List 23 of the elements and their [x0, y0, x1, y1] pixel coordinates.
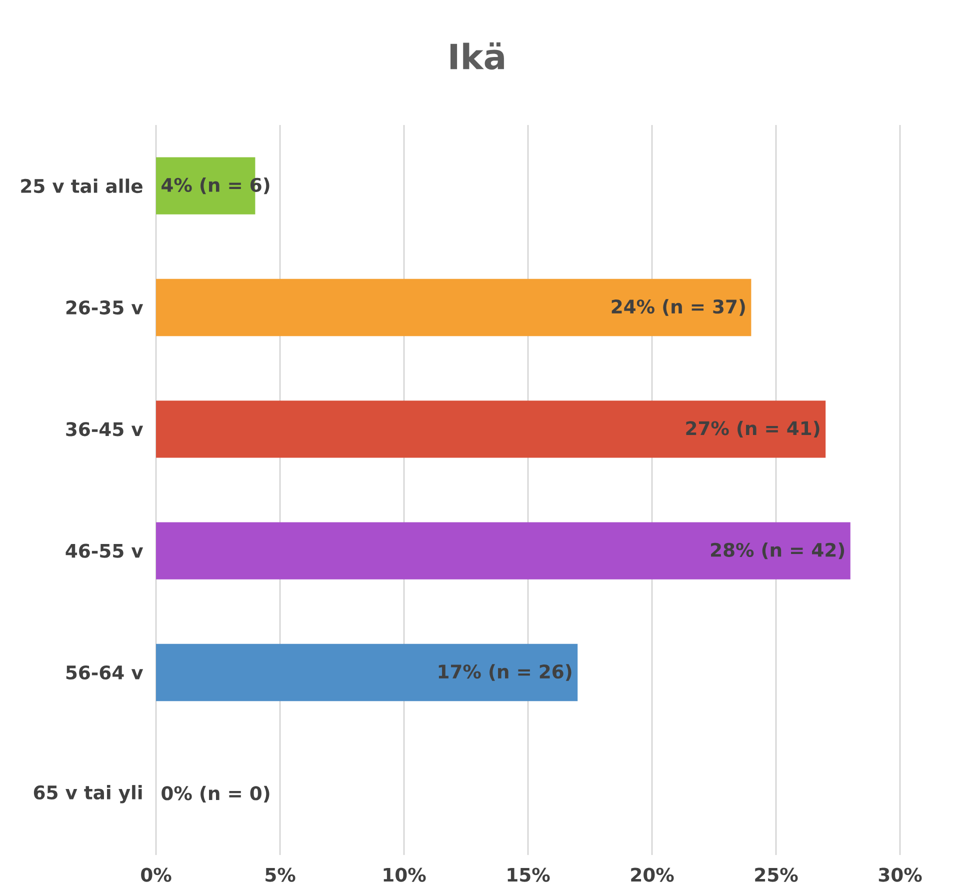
x-tick-label: 5% [266, 868, 296, 882]
y-tick-label: 65 v tai yli [34, 785, 142, 804]
y-tick-label: 26-35 v [66, 300, 144, 315]
x-tick-label: 30% [878, 868, 922, 882]
x-tick-label: 10% [384, 868, 426, 882]
x-tick-label: 15% [508, 868, 550, 882]
y-tick-label: 36-45 v [66, 422, 144, 436]
data-label: 0% (n = 0) [162, 786, 270, 802]
chart-title: Ikä [450, 42, 504, 70]
data-label: 24% (n = 37) [612, 299, 745, 316]
bar [156, 400, 826, 458]
x-tick-label: 0% [141, 868, 172, 882]
x-tick-label: 20% [631, 868, 674, 882]
data-label: 28% (n = 42) [711, 542, 844, 560]
y-tick-label: 56-64 v [66, 665, 144, 680]
y-tick-label: 25 v tai alle [21, 178, 142, 194]
data-label: 27% (n = 41) [686, 420, 820, 438]
bar [156, 522, 850, 580]
x-tick-label: 25% [755, 868, 798, 882]
data-label: 17% (n = 26) [438, 664, 572, 681]
y-tick-label: 46-55 v [66, 544, 144, 558]
bar [156, 278, 752, 336]
bar [156, 644, 578, 702]
